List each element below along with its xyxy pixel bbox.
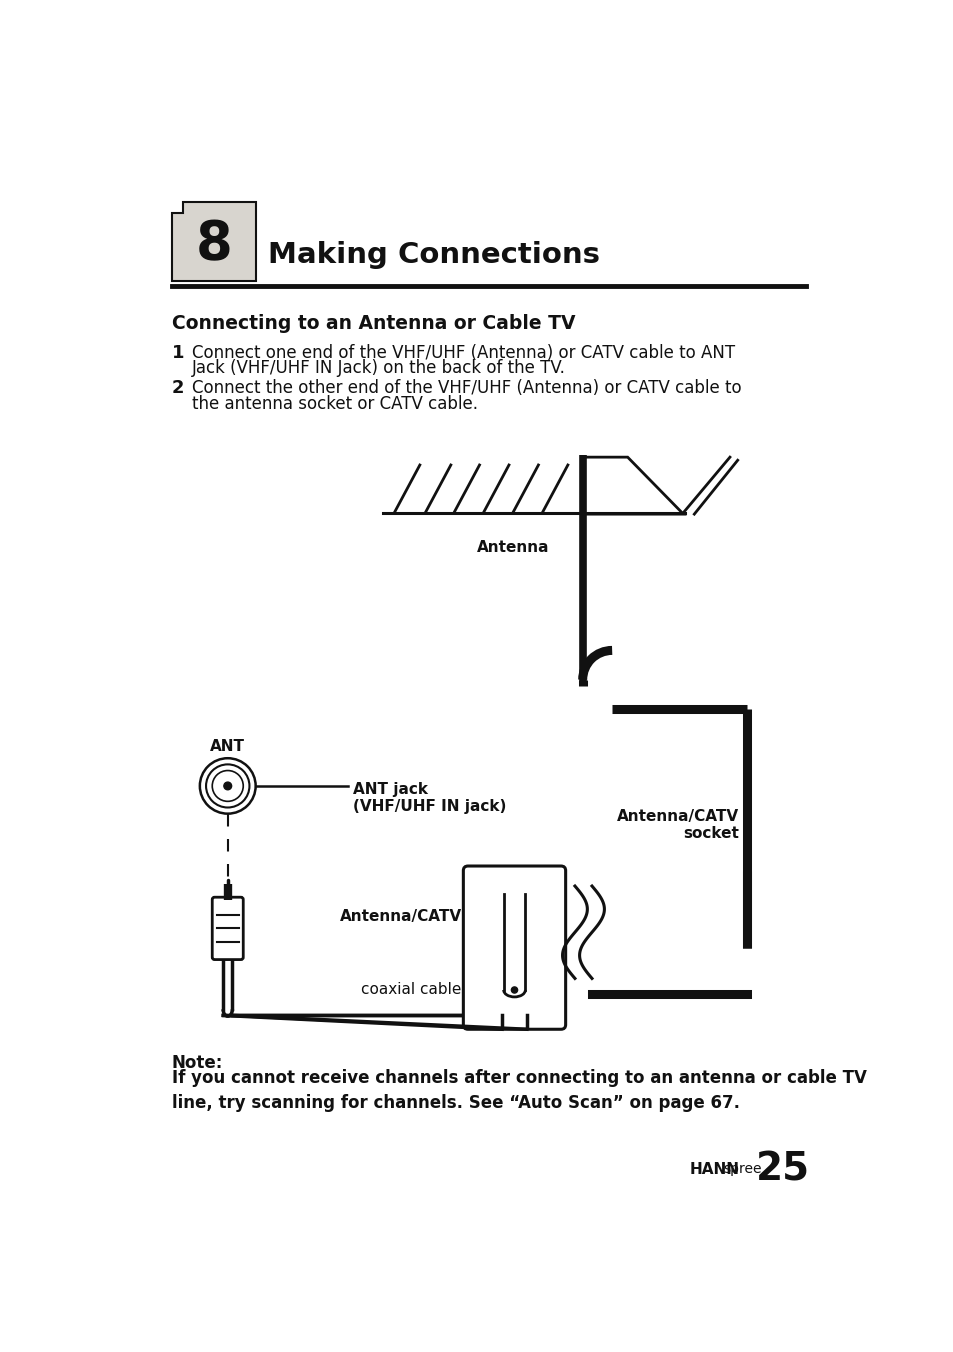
Text: 25: 25: [756, 1151, 810, 1188]
Text: 2: 2: [172, 380, 184, 397]
Text: Antenna: Antenna: [476, 539, 549, 554]
Text: coaxial cable: coaxial cable: [361, 983, 461, 998]
Circle shape: [511, 987, 517, 994]
Text: Jack (VHF/UHF IN Jack) on the back of the TV.: Jack (VHF/UHF IN Jack) on the back of th…: [192, 360, 565, 377]
Text: Making Connections: Making Connections: [268, 241, 599, 269]
Text: ANT: ANT: [210, 738, 245, 753]
Text: Connecting to an Antenna or Cable TV: Connecting to an Antenna or Cable TV: [172, 314, 575, 333]
Text: HANN: HANN: [689, 1161, 739, 1176]
Text: 1: 1: [172, 343, 184, 362]
Text: Note:: Note:: [172, 1055, 223, 1072]
Text: ANT jack
(VHF/UHF IN jack): ANT jack (VHF/UHF IN jack): [353, 781, 506, 814]
Text: If you cannot receive channels after connecting to an antenna or cable TV
line, : If you cannot receive channels after con…: [172, 1069, 866, 1113]
Text: spree: spree: [722, 1163, 760, 1176]
Polygon shape: [172, 203, 255, 281]
FancyBboxPatch shape: [212, 898, 243, 960]
Text: Antenna/CATV
socket: Antenna/CATV socket: [617, 808, 739, 841]
Text: Connect one end of the VHF/UHF (Antenna) or CATV cable to ANT: Connect one end of the VHF/UHF (Antenna)…: [192, 343, 735, 362]
Text: 8: 8: [195, 219, 232, 270]
Text: Connect the other end of the VHF/UHF (Antenna) or CATV cable to: Connect the other end of the VHF/UHF (An…: [192, 380, 740, 397]
Circle shape: [224, 781, 232, 790]
Text: the antenna socket or CATV cable.: the antenna socket or CATV cable.: [192, 395, 477, 412]
Text: Antenna/CATV: Antenna/CATV: [339, 910, 461, 925]
FancyBboxPatch shape: [463, 867, 565, 1029]
